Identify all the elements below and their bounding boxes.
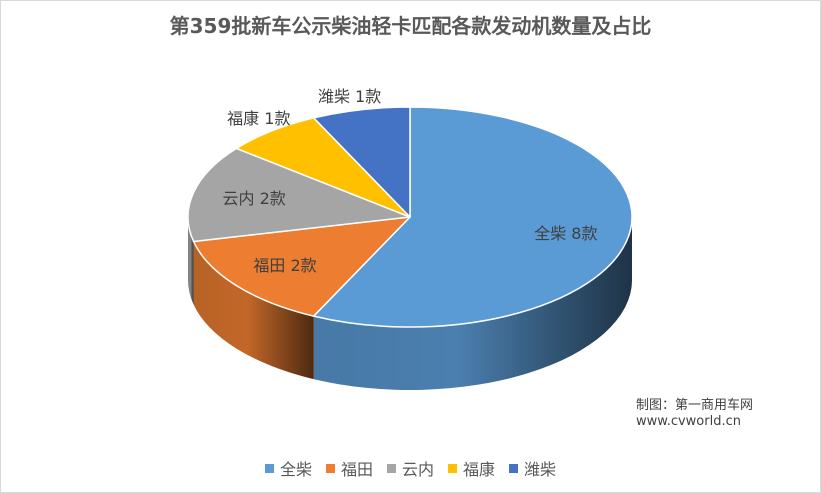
legend-swatch — [448, 463, 457, 473]
pie-slice-云内 — [187, 147, 411, 243]
legend-label: 福康 — [463, 460, 496, 479]
pie-slice-潍柴 — [312, 106, 411, 218]
data-label-云内: 云内 2款 — [223, 189, 286, 208]
chart-credit: 制图：第一商用车网 — [636, 398, 754, 413]
legend-item-全柴: 全柴 — [264, 456, 312, 480]
legend-item-潍柴: 潍柴 — [509, 456, 556, 480]
legend-item-云内: 云内 — [386, 456, 434, 480]
data-label-潍柴: 潍柴 1款 — [318, 87, 381, 106]
data-label-福田: 福田 2款 — [253, 256, 316, 275]
legend-label: 潍柴 — [524, 460, 557, 479]
legend-label: 全柴 — [279, 460, 312, 479]
chart-source-url: www.cvworld.cn — [636, 414, 741, 429]
pie-slice-福田 — [192, 216, 411, 317]
pie-slice-福康 — [235, 117, 411, 218]
pie-top-slices — [187, 106, 633, 328]
pie-slice-全柴 — [312, 106, 633, 328]
data-label-福康: 福康 1款 — [227, 109, 290, 128]
legend-swatch — [386, 463, 396, 473]
legend-swatch — [264, 463, 274, 473]
chart-title: 第359批新车公示柴油轻卡匹配各款发动机数量及占比 — [169, 14, 652, 38]
legend-label: 云内 — [401, 460, 434, 479]
data-label-全柴: 全柴 8款 — [534, 224, 597, 243]
legend-item-福康: 福康 — [448, 456, 495, 480]
legend-swatch — [509, 463, 519, 473]
legend-item-福田: 福田 — [325, 456, 373, 480]
legend-swatch — [325, 463, 335, 473]
legend-label: 福田 — [340, 460, 373, 479]
chart-legend: 全柴 福田 云内 福康 潍柴 — [0, 456, 821, 480]
